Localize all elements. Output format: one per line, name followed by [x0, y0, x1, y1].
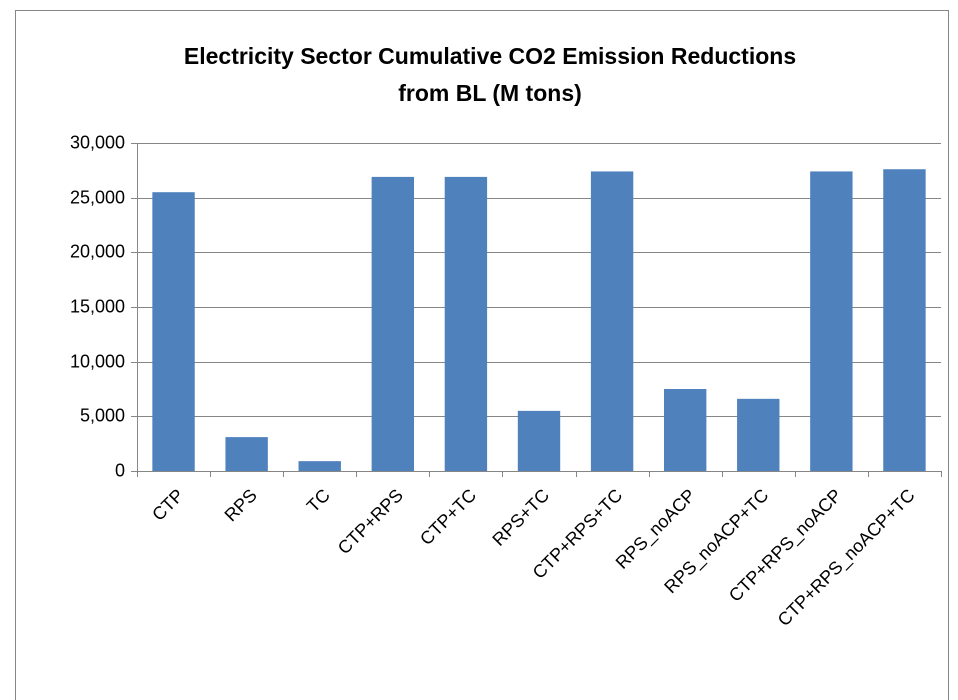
- bar: [225, 437, 268, 471]
- bar: [517, 410, 561, 471]
- bar: [298, 461, 341, 471]
- bar: [883, 169, 926, 472]
- y-tick-label: 25,000: [70, 187, 125, 207]
- bar: [152, 192, 195, 471]
- y-tick-label: 30,000: [70, 132, 125, 152]
- bar: [371, 176, 415, 472]
- y-tick-label: 15,000: [70, 296, 125, 316]
- bar: [663, 389, 707, 471]
- bar: [590, 171, 634, 471]
- bar: [810, 171, 853, 471]
- y-tick-label: 20,000: [70, 241, 125, 261]
- y-tick-label: 5,000: [80, 405, 125, 425]
- bar: [444, 176, 488, 472]
- chart-title: from BL (M tons): [398, 80, 582, 106]
- y-tick-label: 0: [115, 460, 125, 480]
- bar: [737, 398, 780, 471]
- y-tick-label: 10,000: [70, 351, 125, 371]
- chart-title: Electricity Sector Cumulative CO2 Emissi…: [184, 43, 796, 69]
